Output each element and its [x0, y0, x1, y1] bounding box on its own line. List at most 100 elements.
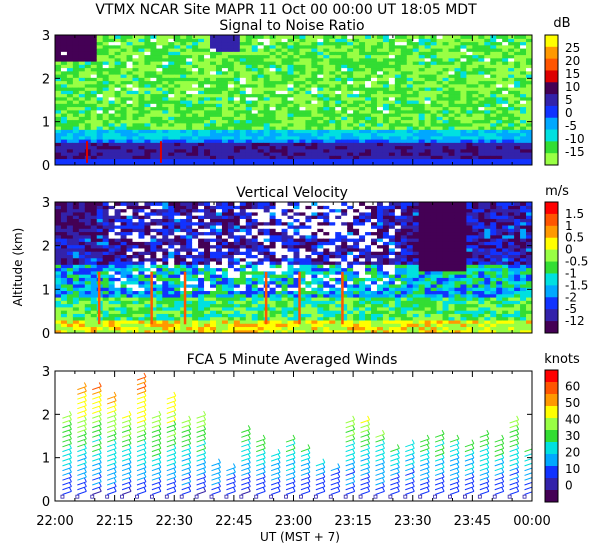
heat-cell — [227, 306, 235, 311]
heat-cell — [108, 202, 116, 206]
heat-cell — [221, 280, 229, 285]
heat-cell — [448, 90, 456, 95]
heat-cell — [472, 77, 479, 82]
heat-cell — [114, 277, 122, 282]
heat-cell — [55, 57, 62, 62]
heat-cell — [60, 113, 68, 117]
heat-cell — [150, 218, 157, 223]
heat-cell — [156, 215, 163, 219]
heat-cell — [394, 116, 402, 121]
heat-cell — [192, 293, 199, 298]
heat-cell — [174, 132, 181, 137]
heat-cell — [287, 106, 295, 111]
heat-cell — [520, 158, 527, 163]
heat-cell — [120, 310, 128, 314]
heat-cell — [60, 326, 68, 331]
heat-cell — [466, 106, 473, 111]
heat-cell — [156, 35, 163, 39]
heat-cell — [210, 74, 217, 78]
heat-cell — [275, 326, 283, 331]
heat-cell — [84, 119, 92, 124]
heat-cell — [263, 326, 271, 331]
heat-cell — [215, 238, 223, 242]
heat-cell — [66, 103, 74, 108]
heat-cell — [215, 208, 223, 213]
heat-cell — [478, 152, 485, 156]
heat-cell — [210, 228, 217, 233]
heat-cell — [514, 70, 521, 75]
heat-cell — [55, 48, 62, 52]
heat-cell — [102, 238, 110, 242]
heat-cell — [84, 109, 92, 114]
heat-cell — [466, 35, 473, 39]
heat-cell — [55, 103, 62, 108]
heat-cell — [460, 96, 468, 101]
heat-cell — [263, 83, 271, 88]
heat-cell — [275, 155, 283, 160]
heat-cell — [508, 132, 515, 137]
heat-cell — [168, 77, 175, 82]
heat-cell — [341, 67, 348, 72]
heat-cell — [394, 106, 402, 111]
heat-cell — [400, 145, 408, 150]
heat-cell — [126, 234, 134, 239]
heat-cell — [305, 113, 312, 117]
heat-cell — [90, 211, 98, 216]
heat-cell — [114, 113, 122, 117]
heat-cell — [215, 44, 223, 49]
heat-cell — [305, 70, 312, 75]
heat-cell — [221, 267, 229, 272]
heat-cell — [186, 231, 193, 236]
heat-cell — [198, 264, 205, 269]
heat-cell — [347, 113, 354, 117]
heat-cell — [198, 152, 205, 156]
heat-cell — [150, 280, 157, 285]
heat-cell — [502, 70, 509, 75]
heat-cell — [162, 135, 169, 140]
heat-cell — [150, 67, 157, 72]
heat-cell — [198, 132, 205, 137]
heat-cell — [317, 126, 324, 130]
heat-cell — [204, 106, 211, 111]
heat-cell — [90, 208, 98, 213]
heat-cell — [430, 106, 438, 111]
heat-cell — [132, 57, 140, 62]
heat-cell — [508, 90, 515, 95]
heat-cell — [299, 77, 307, 82]
heat-cell — [102, 310, 110, 314]
heat-cell — [436, 100, 444, 104]
heat-cell — [168, 211, 175, 216]
heat-cell — [263, 142, 271, 147]
heat-cell — [293, 103, 301, 108]
heat-cell — [245, 326, 253, 331]
heat-cell — [144, 244, 151, 249]
heat-cell — [233, 290, 241, 295]
heat-cell — [305, 48, 312, 52]
heat-cell — [424, 57, 432, 62]
heat-cell — [329, 57, 336, 62]
heat-cell — [263, 38, 271, 43]
heat-cell — [526, 90, 532, 95]
heat-cell — [144, 103, 151, 108]
heat-cell — [317, 35, 324, 39]
heat-cell — [102, 303, 110, 308]
heat-cell — [388, 93, 396, 98]
heat-cell — [394, 67, 402, 72]
heat-cell — [168, 296, 175, 301]
heat-cell — [72, 77, 80, 82]
heat-cell — [233, 329, 241, 333]
heat-cell — [198, 277, 205, 282]
heat-cell — [335, 61, 342, 65]
heat-cell — [215, 277, 223, 282]
heat-cell — [275, 313, 283, 318]
heat-cell — [287, 264, 295, 269]
heat-cell — [299, 303, 307, 308]
heat-cell — [382, 139, 390, 143]
heat-cell — [72, 142, 80, 147]
heat-cell — [108, 277, 116, 282]
heat-cell — [287, 306, 295, 311]
heat-cell — [329, 83, 336, 88]
heat-cell — [132, 231, 140, 236]
heat-cell — [96, 41, 104, 46]
heat-cell — [371, 41, 378, 46]
